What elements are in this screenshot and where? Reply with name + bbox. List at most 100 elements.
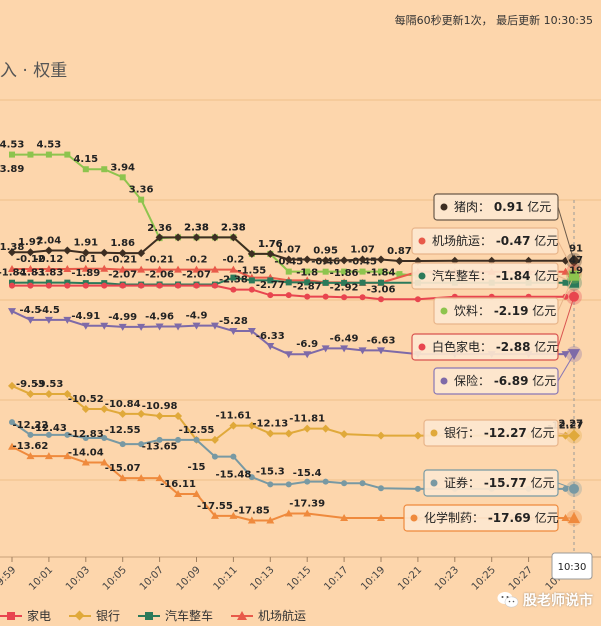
data-point: [285, 279, 292, 286]
wechat-icon: [497, 592, 519, 608]
data-label: -12.13: [252, 418, 288, 429]
data-point: [210, 511, 219, 519]
data-point: [211, 453, 218, 460]
data-point: [285, 481, 292, 488]
tooltip-dot: [440, 377, 448, 385]
data-point: [285, 292, 292, 299]
x-tick-label: 09:59: [0, 565, 18, 593]
tooltip-dot: [410, 514, 418, 522]
data-point: [8, 248, 16, 257]
legend-item-e6b1bde8bda6e695b4e8bda6[interactable]: 汽车整车: [138, 607, 213, 624]
data-point: [247, 421, 256, 430]
data-label: -17.55: [197, 501, 233, 512]
data-label: -0.12: [34, 254, 63, 265]
tooltip-value: 0.91: [494, 200, 524, 214]
data-point: [63, 246, 72, 255]
x-tick-label: 10:15: [285, 565, 313, 593]
data-point: [137, 323, 146, 331]
tooltip-unit: 亿元: [523, 199, 551, 214]
data-point: [359, 294, 366, 301]
data-point: [138, 441, 145, 448]
data-point: [63, 389, 72, 398]
tooltip-connector: [557, 206, 575, 261]
tooltip-name: 白色家电：: [432, 339, 496, 354]
data-point: [64, 431, 71, 438]
data-point: [155, 265, 164, 273]
tooltip-name: 机场航运：: [432, 233, 496, 248]
data-label: -1.55: [237, 265, 266, 276]
data-label: -17.39: [289, 498, 325, 509]
data-point: [230, 286, 237, 293]
data-point: [248, 286, 255, 293]
time-tooltip: 10:30: [551, 552, 593, 580]
data-point: [229, 328, 238, 336]
end-label: 47: [569, 255, 583, 266]
data-point: [562, 279, 569, 286]
x-tick-label: 10:19: [359, 565, 387, 593]
data-point: [100, 458, 109, 466]
data-point: [44, 316, 53, 324]
data-label: -6.49: [330, 333, 359, 344]
data-point: [358, 255, 367, 264]
data-label: -0.1: [75, 254, 97, 265]
legend-item-e69cbae59cbae888aae8bf90[interactable]: 机场航运: [231, 607, 306, 624]
legend-swatch: [138, 611, 161, 621]
data-point: [378, 268, 384, 275]
x-tick-label: 10:21: [396, 565, 424, 593]
legend-swatch: [231, 610, 254, 621]
data-point: [26, 264, 35, 272]
data-point: [81, 405, 90, 414]
data-label: -0.2: [222, 255, 244, 266]
data-point: [118, 474, 127, 482]
data-label: -2.06: [145, 269, 174, 280]
data-point: [267, 277, 274, 284]
series-e58c96e5ada6e588b6e88daf: -13.62 -14.04-15.07 -16.11-17.55 -17.85 -17.…: [8, 441, 570, 524]
data-point: [248, 474, 255, 481]
data-point: [266, 249, 275, 258]
legend-label: 机场航运: [258, 609, 307, 623]
data-label: -4.99: [108, 312, 137, 323]
data-point: [138, 196, 145, 203]
data-label: -1.8: [296, 267, 318, 278]
data-point: [137, 265, 146, 273]
data-label: -2.07: [108, 270, 137, 281]
data-point: [27, 431, 34, 438]
data-label: -2.92: [330, 282, 359, 293]
data-label: 1.07: [350, 244, 375, 255]
data-point: [26, 389, 35, 398]
data-label: 4.15: [73, 154, 98, 165]
data-label: 0.87: [387, 246, 412, 257]
data-label: 1.97: [18, 237, 43, 248]
legend-item-e5aeb6e794b5[interactable]: 家电: [0, 607, 51, 624]
legend-item-e993b6e8a18c[interactable]: 银行: [69, 607, 120, 624]
data-point: [359, 279, 366, 286]
tooltip-unit: 亿元: [528, 303, 556, 318]
time-tooltip-label: 10:30: [558, 562, 587, 573]
tooltip-item-e58c96e5ada6e588b6e88daf: 化学制药： -17.69 亿元: [403, 504, 582, 532]
tooltip-item-e6b1bde8bda6e695b4e8bda6: 汽车整车： -1.84 亿元: [411, 262, 582, 291]
data-point: [304, 293, 311, 300]
data-point: [44, 452, 53, 460]
x-tick-label: 10:13: [249, 565, 277, 593]
data-point: [174, 265, 183, 273]
legend: 家电 银行 汽车整车 机场航运: [0, 607, 306, 624]
data-label: -2.38: [219, 275, 248, 286]
data-point: [82, 435, 89, 442]
data-point: [45, 282, 52, 289]
x-tick-label: 10:05: [101, 565, 129, 593]
data-label: -9.53: [16, 379, 45, 390]
data-point: [377, 431, 385, 440]
data-point: [413, 431, 422, 440]
data-point: [27, 282, 34, 289]
data-point: [341, 480, 348, 487]
data-label: -1.89: [71, 268, 100, 279]
tooltip-text: 白色家电： -2.88 亿元: [432, 339, 558, 354]
highlight-marker: [569, 277, 579, 288]
x-tick-label: 10:11: [212, 565, 240, 593]
watermark: 股老师说市: [497, 590, 593, 610]
data-point: [118, 409, 127, 418]
data-point: [192, 489, 201, 497]
series-e799bde889b2e5aeb6e794b5: -2.38 -2.77 -2.87 -2.92 -3.06: [9, 275, 569, 303]
